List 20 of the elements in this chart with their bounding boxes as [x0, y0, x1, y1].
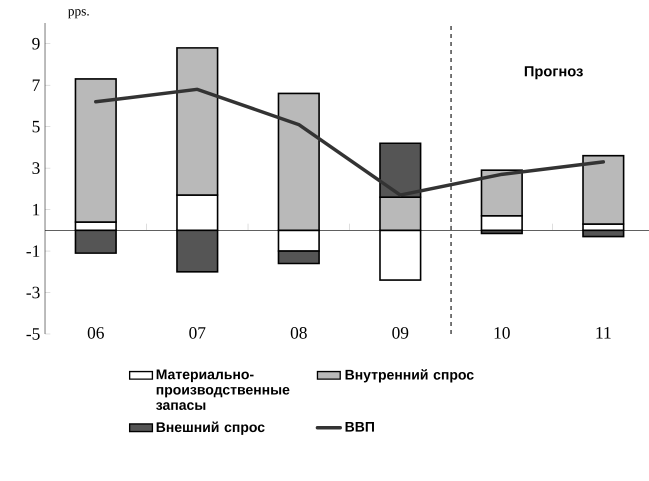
y-tick-label: 3	[32, 162, 40, 174]
annotation: Прогноз	[524, 66, 583, 80]
x-tick-label: 08	[290, 327, 307, 339]
x-tick-label: 09	[392, 327, 408, 339]
y-tick-label: -1	[26, 245, 40, 257]
y-tick-label: -3	[26, 286, 40, 298]
legend-label: Внешний спрос	[156, 422, 265, 435]
x-tick-label: 07	[189, 327, 206, 339]
legend-label: Внутренний спрос	[346, 369, 474, 382]
x-tick-label: 11	[596, 327, 611, 338]
y-axis-title: pps.	[68, 9, 89, 18]
y-tick-label: 9	[32, 38, 40, 50]
y-tick-label: 7	[32, 80, 40, 91]
y-tick-label: -5	[26, 328, 40, 340]
x-tick-label: 06	[88, 327, 104, 339]
legend-label: Материально-производственные запасы	[156, 370, 290, 410]
y-tick-label: 5	[32, 120, 40, 132]
x-tick-label: 10	[494, 327, 510, 339]
y-tick-label: 1	[33, 204, 40, 216]
legend-label: ВВП	[346, 422, 374, 432]
